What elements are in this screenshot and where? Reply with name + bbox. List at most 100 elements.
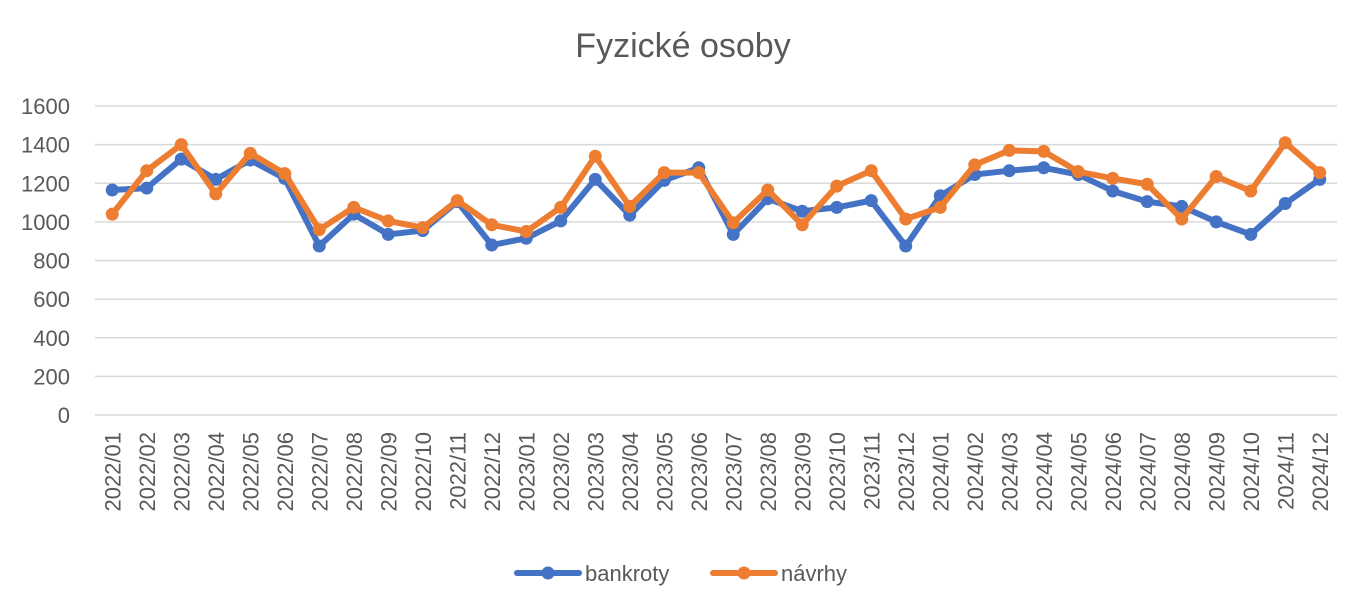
- data-point: [1278, 197, 1292, 211]
- x-tick-label: 2024/09: [1204, 432, 1229, 512]
- x-tick-label: 2024/12: [1308, 432, 1333, 512]
- legend-label: návrhy: [781, 561, 847, 586]
- x-tick-label: 2022/04: [204, 432, 229, 512]
- data-point: [140, 181, 154, 195]
- data-point: [933, 200, 947, 214]
- data-point: [105, 207, 119, 221]
- y-tick-label: 1600: [21, 94, 70, 119]
- data-point: [1244, 184, 1258, 198]
- data-point: [519, 225, 533, 239]
- data-point: [864, 164, 878, 178]
- data-point: [588, 172, 602, 186]
- data-point: [830, 200, 844, 214]
- data-point: [968, 158, 982, 172]
- x-tick-label: 2022/01: [100, 432, 125, 512]
- data-point: [1175, 212, 1189, 226]
- data-point: [761, 183, 775, 197]
- x-tick-label: 2024/03: [997, 432, 1022, 512]
- data-point: [209, 187, 223, 201]
- x-tick-label: 2022/02: [135, 432, 160, 512]
- data-point: [416, 221, 430, 235]
- x-tick-label: 2022/11: [445, 432, 470, 510]
- legend-label: bankroty: [585, 561, 669, 586]
- x-tick-label: 2024/04: [1032, 432, 1057, 512]
- x-tick-label: 2024/10: [1239, 432, 1264, 512]
- data-point: [1140, 177, 1154, 191]
- data-point: [1209, 169, 1223, 183]
- data-point: [209, 172, 223, 186]
- x-tick-label: 2023/04: [618, 432, 643, 512]
- data-point: [830, 179, 844, 193]
- data-point: [899, 239, 913, 253]
- data-point: [450, 194, 464, 208]
- data-point: [312, 223, 326, 237]
- chart-title: Fyzické osoby: [575, 27, 790, 65]
- data-point: [554, 200, 568, 214]
- x-tick-label: 2023/07: [721, 432, 746, 512]
- data-point: [347, 200, 361, 214]
- grid-lines: [95, 105, 1337, 416]
- x-tick-label: 2022/10: [411, 432, 436, 512]
- x-tick-label: 2024/05: [1066, 432, 1091, 512]
- x-tick-label: 2023/10: [825, 432, 850, 512]
- data-point: [726, 216, 740, 230]
- data-point: [174, 138, 188, 152]
- data-point: [588, 149, 602, 163]
- y-axis-ticks: 0 200 400 600 800 1000 1200 1400 1600: [21, 94, 70, 428]
- data-point: [1278, 136, 1292, 150]
- x-axis-ticks: 2022/01 2022/02 2022/03 2022/04 2022/05 2022/…: [100, 432, 1333, 512]
- data-point: [657, 166, 671, 180]
- legend: bankroty návrhy: [514, 561, 847, 586]
- x-tick-label: 2023/01: [514, 432, 539, 512]
- data-point: [864, 194, 878, 208]
- data-point: [692, 166, 706, 180]
- legend-marker: [541, 566, 555, 580]
- x-tick-label: 2024/06: [1101, 432, 1126, 512]
- data-point: [726, 227, 740, 241]
- x-tick-label: 2024/08: [1170, 432, 1195, 512]
- series-line: [109, 139, 1323, 235]
- data-point: [485, 238, 499, 252]
- x-tick-label: 2023/06: [687, 432, 712, 512]
- data-point: [795, 204, 809, 218]
- data-point: [243, 146, 257, 160]
- data-point: [485, 218, 499, 232]
- series-lines: [105, 136, 1327, 253]
- x-tick-label: 2023/09: [790, 432, 815, 512]
- data-point: [1313, 166, 1327, 180]
- legend-marker: [737, 566, 751, 580]
- data-point: [1209, 215, 1223, 229]
- data-point: [1002, 143, 1016, 157]
- x-tick-label: 2022/06: [273, 432, 298, 512]
- x-tick-label: 2024/01: [928, 432, 953, 512]
- x-tick-label: 2022/03: [169, 432, 194, 512]
- x-tick-label: 2024/02: [963, 432, 988, 512]
- data-point: [312, 239, 326, 253]
- data-point: [1037, 161, 1051, 175]
- data-point: [140, 164, 154, 178]
- x-tick-label: 2023/08: [756, 432, 781, 512]
- x-tick-label: 2023/11: [859, 432, 884, 510]
- x-tick-label: 2023/03: [583, 432, 608, 512]
- data-point: [1175, 199, 1189, 213]
- y-tick-label: 200: [33, 364, 70, 389]
- y-tick-label: 1200: [21, 171, 70, 196]
- data-point: [1244, 227, 1258, 241]
- y-tick-label: 400: [33, 326, 70, 351]
- data-point: [1106, 184, 1120, 198]
- data-point: [1140, 195, 1154, 209]
- data-point: [1106, 171, 1120, 185]
- y-tick-label: 800: [33, 249, 70, 274]
- data-point: [1037, 144, 1051, 158]
- x-tick-label: 2022/05: [238, 432, 263, 512]
- x-tick-label: 2022/12: [480, 432, 505, 512]
- data-point: [1002, 164, 1016, 178]
- data-point: [554, 214, 568, 228]
- y-tick-label: 1000: [21, 210, 70, 235]
- x-tick-label: 2023/12: [894, 432, 919, 512]
- data-point: [381, 227, 395, 241]
- data-point: [174, 152, 188, 166]
- x-tick-label: 2024/11: [1273, 432, 1298, 510]
- data-point: [899, 212, 913, 226]
